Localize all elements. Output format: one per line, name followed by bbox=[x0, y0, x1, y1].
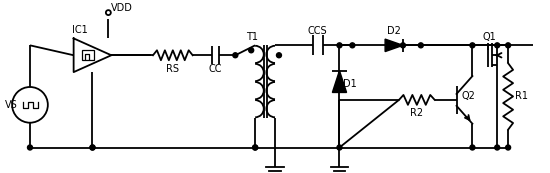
Text: VDD: VDD bbox=[111, 3, 133, 13]
Text: VS: VS bbox=[5, 100, 18, 110]
Circle shape bbox=[277, 53, 282, 58]
Circle shape bbox=[90, 145, 95, 150]
Text: T1: T1 bbox=[246, 32, 258, 42]
Text: IC1: IC1 bbox=[72, 25, 87, 35]
Circle shape bbox=[233, 53, 238, 58]
Circle shape bbox=[505, 43, 510, 48]
Circle shape bbox=[252, 145, 257, 150]
Circle shape bbox=[470, 43, 475, 48]
Text: CC: CC bbox=[209, 64, 222, 74]
Circle shape bbox=[350, 43, 355, 48]
Text: R1: R1 bbox=[515, 91, 528, 101]
Text: Q2: Q2 bbox=[461, 91, 475, 101]
Circle shape bbox=[249, 48, 254, 53]
Circle shape bbox=[28, 145, 32, 150]
Text: D2: D2 bbox=[387, 26, 401, 37]
Polygon shape bbox=[385, 39, 403, 52]
Circle shape bbox=[419, 43, 424, 48]
Polygon shape bbox=[332, 71, 346, 92]
Circle shape bbox=[505, 145, 510, 150]
Circle shape bbox=[400, 43, 405, 48]
Bar bbox=[82, 50, 94, 60]
Text: RS: RS bbox=[166, 64, 179, 74]
Circle shape bbox=[337, 43, 342, 48]
Circle shape bbox=[494, 43, 500, 48]
Circle shape bbox=[90, 145, 95, 150]
Text: Q1: Q1 bbox=[482, 32, 496, 42]
Circle shape bbox=[494, 145, 500, 150]
Text: CCS: CCS bbox=[308, 26, 327, 37]
Circle shape bbox=[252, 145, 257, 150]
Circle shape bbox=[337, 145, 342, 150]
Text: R2: R2 bbox=[410, 108, 424, 118]
Circle shape bbox=[470, 145, 475, 150]
Text: D1: D1 bbox=[343, 79, 357, 89]
